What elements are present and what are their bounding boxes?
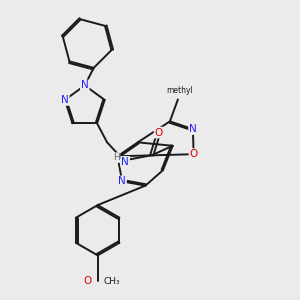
Text: O: O bbox=[83, 276, 91, 286]
Text: methyl: methyl bbox=[166, 86, 193, 95]
Text: CH₃: CH₃ bbox=[104, 277, 121, 286]
Text: H: H bbox=[113, 153, 119, 162]
Text: N: N bbox=[61, 95, 69, 105]
Text: O: O bbox=[190, 149, 198, 159]
Text: N: N bbox=[118, 176, 126, 186]
Text: N: N bbox=[81, 80, 88, 91]
Text: N: N bbox=[189, 124, 197, 134]
Text: N: N bbox=[122, 157, 129, 167]
Text: O: O bbox=[154, 128, 163, 138]
